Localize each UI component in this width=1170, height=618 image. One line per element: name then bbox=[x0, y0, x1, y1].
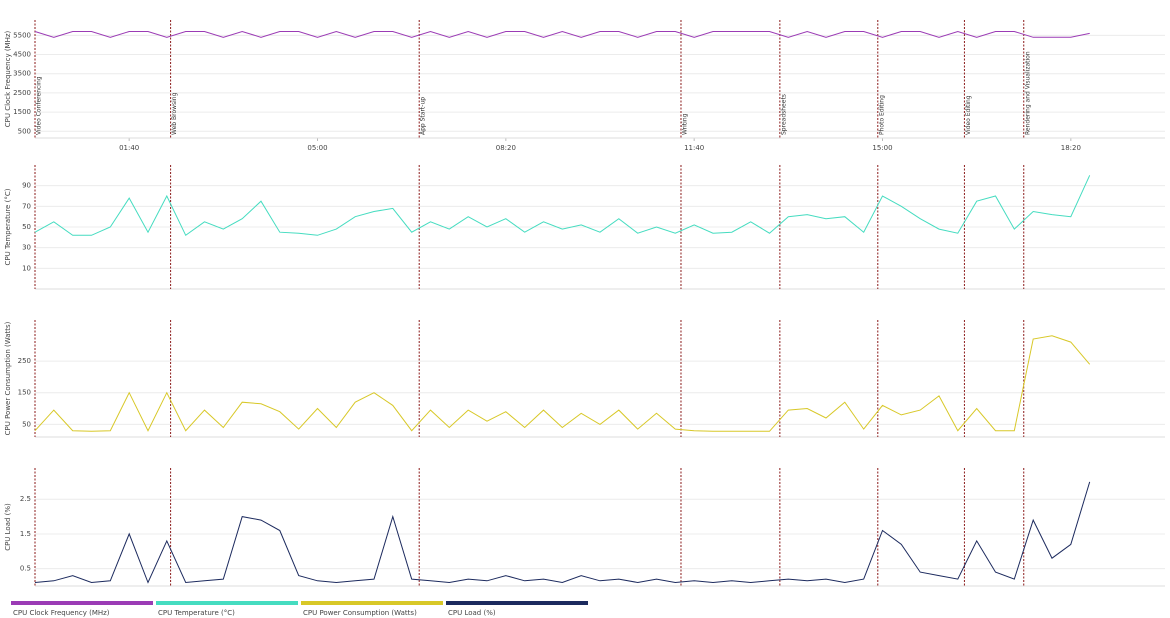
x-tick-label: 01:40 bbox=[119, 144, 139, 152]
y-axis-label: CPU Clock Frequency (MHz) bbox=[4, 30, 12, 127]
series-line bbox=[34, 30, 1090, 38]
y-tick-label: 90 bbox=[22, 182, 31, 190]
series-line bbox=[34, 481, 1091, 584]
legend-label: CPU Clock Frequency (MHz) bbox=[13, 609, 110, 617]
x-tick-label: 08:20 bbox=[496, 144, 516, 152]
y-tick-label: 2.5 bbox=[20, 495, 31, 503]
marker-label: App Start-up bbox=[420, 97, 427, 135]
series-line bbox=[34, 175, 1091, 237]
series-line bbox=[34, 335, 1091, 432]
marker-label: Writing bbox=[681, 113, 688, 135]
y-tick-label: 250 bbox=[18, 357, 31, 365]
marker-label: Video Conferencing bbox=[36, 76, 43, 135]
legend-swatch bbox=[11, 601, 153, 605]
legend-swatch bbox=[156, 601, 298, 605]
marker-label: Web Browsing bbox=[171, 92, 178, 135]
legend-swatch bbox=[446, 601, 588, 605]
y-tick-label: 50 bbox=[22, 420, 31, 428]
legend-label: CPU Load (%) bbox=[448, 609, 496, 617]
y-tick-label: 70 bbox=[22, 202, 31, 210]
marker-label: Spreadsheets bbox=[780, 94, 787, 135]
x-tick-label: 15:00 bbox=[872, 144, 892, 152]
y-tick-label: 50 bbox=[22, 223, 31, 231]
y-tick-label: 150 bbox=[18, 389, 31, 397]
y-tick-label: 4500 bbox=[13, 51, 31, 59]
marker-label: Video Editing bbox=[965, 95, 972, 135]
x-tick-label: 11:40 bbox=[684, 144, 704, 152]
y-tick-label: 1.5 bbox=[20, 530, 31, 538]
y-tick-label: 5500 bbox=[13, 31, 31, 39]
x-tick-label: 18:20 bbox=[1061, 144, 1081, 152]
y-tick-label: 0.5 bbox=[20, 565, 31, 573]
x-tick-label: 05:00 bbox=[307, 144, 327, 152]
y-axis-label: CPU Temperature (°C) bbox=[4, 188, 12, 265]
legend-label: CPU Power Consumption (Watts) bbox=[303, 609, 417, 617]
y-tick-label: 10 bbox=[22, 264, 31, 272]
y-tick-label: 500 bbox=[18, 127, 31, 135]
legend-label: CPU Temperature (°C) bbox=[158, 609, 235, 617]
y-tick-label: 30 bbox=[22, 244, 31, 252]
marker-label: Rendering and Visualization bbox=[1024, 51, 1031, 135]
y-tick-label: 3500 bbox=[13, 70, 31, 78]
y-tick-label: 2500 bbox=[13, 89, 31, 97]
legend-swatch bbox=[301, 601, 443, 605]
marker-label: Photo Editing bbox=[878, 95, 885, 135]
y-axis-label: CPU Load (%) bbox=[4, 503, 12, 551]
y-axis-label: CPU Power Consumption (Watts) bbox=[4, 321, 12, 435]
y-tick-label: 1500 bbox=[13, 108, 31, 116]
